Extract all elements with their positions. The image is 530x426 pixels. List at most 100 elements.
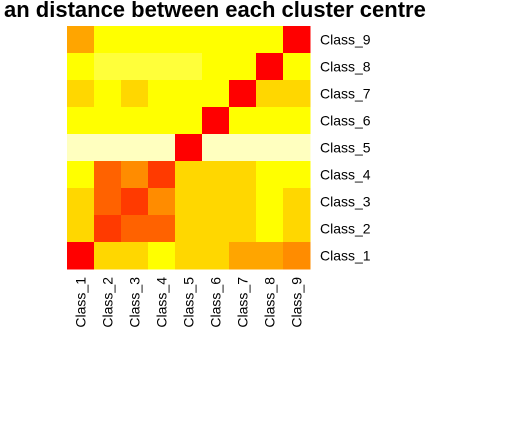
heatmap-cell-Class_2-Class_6 xyxy=(202,215,230,243)
column-label-Class_3: Class_3 xyxy=(127,277,143,328)
heatmap-cell-Class_3-Class_3 xyxy=(121,188,149,216)
heatmap-cell-Class_7-Class_3 xyxy=(121,80,149,108)
heatmap-cell-Class_8-Class_2 xyxy=(94,53,122,81)
heatmap-cell-Class_8-Class_8 xyxy=(256,53,284,81)
heatmap-cell-Class_3-Class_4 xyxy=(148,188,176,216)
heatmap-cell-Class_3-Class_7 xyxy=(229,188,257,216)
heatmap-cell-Class_5-Class_9 xyxy=(283,134,311,162)
heatmap-cell-Class_5-Class_1 xyxy=(67,134,95,162)
heatmap-cell-Class_6-Class_4 xyxy=(148,107,176,135)
heatmap-cell-Class_4-Class_2 xyxy=(94,161,122,189)
heatmap-cell-Class_7-Class_7 xyxy=(229,80,257,108)
heatmap-cell-Class_4-Class_8 xyxy=(256,161,284,189)
heatmap-cell-Class_1-Class_6 xyxy=(202,242,230,270)
heatmap-cells xyxy=(67,26,311,270)
heatmap-cell-Class_1-Class_1 xyxy=(67,242,95,270)
heatmap-cell-Class_6-Class_1 xyxy=(67,107,95,135)
row-label-Class_4: Class_4 xyxy=(320,167,371,183)
heatmap-cell-Class_1-Class_5 xyxy=(175,242,203,270)
heatmap-cell-Class_8-Class_7 xyxy=(229,53,257,81)
heatmap-cell-Class_2-Class_3 xyxy=(121,215,149,243)
heatmap-cell-Class_3-Class_2 xyxy=(94,188,122,216)
row-label-Class_7: Class_7 xyxy=(320,86,371,102)
heatmap-cell-Class_9-Class_5 xyxy=(175,26,203,54)
heatmap-cell-Class_9-Class_4 xyxy=(148,26,176,54)
heatmap-cell-Class_6-Class_9 xyxy=(283,107,311,135)
row-label-Class_1: Class_1 xyxy=(320,248,371,264)
column-label-Class_8: Class_8 xyxy=(262,277,278,328)
heatmap-cell-Class_2-Class_1 xyxy=(67,215,95,243)
heatmap-cell-Class_7-Class_9 xyxy=(283,80,311,108)
row-label-Class_3: Class_3 xyxy=(320,194,371,210)
row-label-Class_5: Class_5 xyxy=(320,140,371,156)
heatmap-cell-Class_6-Class_3 xyxy=(121,107,149,135)
row-label-Class_6: Class_6 xyxy=(320,113,371,129)
column-label-Class_2: Class_2 xyxy=(100,277,116,328)
heatmap-cell-Class_1-Class_9 xyxy=(283,242,311,270)
heatmap-cell-Class_1-Class_2 xyxy=(94,242,122,270)
column-label-Class_6: Class_6 xyxy=(208,277,224,328)
heatmap-cell-Class_9-Class_2 xyxy=(94,26,122,54)
heatmap-cell-Class_3-Class_6 xyxy=(202,188,230,216)
heatmap-cell-Class_4-Class_5 xyxy=(175,161,203,189)
heatmap-cell-Class_5-Class_8 xyxy=(256,134,284,162)
heatmap-cell-Class_3-Class_5 xyxy=(175,188,203,216)
heatmap-cell-Class_8-Class_6 xyxy=(202,53,230,81)
heatmap-cell-Class_7-Class_8 xyxy=(256,80,284,108)
heatmap-cell-Class_7-Class_1 xyxy=(67,80,95,108)
heatmap-cell-Class_9-Class_9 xyxy=(283,26,311,54)
heatmap-cell-Class_2-Class_5 xyxy=(175,215,203,243)
heatmap-cell-Class_8-Class_3 xyxy=(121,53,149,81)
heatmap-cell-Class_4-Class_1 xyxy=(67,161,95,189)
column-label-Class_1: Class_1 xyxy=(73,277,89,328)
row-labels: Class_9 Class_8 Class_7 Class_6 Class_5 Class… xyxy=(320,32,371,264)
heatmap-cell-Class_6-Class_8 xyxy=(256,107,284,135)
heatmap-cell-Class_9-Class_6 xyxy=(202,26,230,54)
heatmap-cell-Class_7-Class_6 xyxy=(202,80,230,108)
heatmap-cell-Class_9-Class_1 xyxy=(67,26,95,54)
heatmap-cell-Class_5-Class_3 xyxy=(121,134,149,162)
column-label-Class_9: Class_9 xyxy=(289,277,305,328)
heatmap-cell-Class_8-Class_5 xyxy=(175,53,203,81)
heatmap-cell-Class_9-Class_7 xyxy=(229,26,257,54)
heatmap-cell-Class_5-Class_7 xyxy=(229,134,257,162)
heatmap-cell-Class_4-Class_3 xyxy=(121,161,149,189)
heatmap-cell-Class_3-Class_9 xyxy=(283,188,311,216)
heatmap-cell-Class_1-Class_4 xyxy=(148,242,176,270)
heatmap-cell-Class_6-Class_2 xyxy=(94,107,122,135)
heatmap-cell-Class_8-Class_1 xyxy=(67,53,95,81)
heatmap-cell-Class_7-Class_5 xyxy=(175,80,203,108)
heatmap-cell-Class_2-Class_8 xyxy=(256,215,284,243)
heatmap-cell-Class_9-Class_3 xyxy=(121,26,149,54)
heatmap-cell-Class_5-Class_4 xyxy=(148,134,176,162)
heatmap-cell-Class_2-Class_9 xyxy=(283,215,311,243)
heatmap-cell-Class_7-Class_4 xyxy=(148,80,176,108)
chart-title: an distance between each cluster centre xyxy=(4,0,426,22)
heatmap-cell-Class_2-Class_7 xyxy=(229,215,257,243)
heatmap-cell-Class_4-Class_6 xyxy=(202,161,230,189)
heatmap-cell-Class_6-Class_6 xyxy=(202,107,230,135)
heatmap-cell-Class_2-Class_4 xyxy=(148,215,176,243)
heatmap-cell-Class_1-Class_8 xyxy=(256,242,284,270)
heatmap-cell-Class_3-Class_1 xyxy=(67,188,95,216)
heatmap-cell-Class_2-Class_2 xyxy=(94,215,122,243)
heatmap-cell-Class_3-Class_8 xyxy=(256,188,284,216)
heatmap-cell-Class_5-Class_6 xyxy=(202,134,230,162)
heatmap-cell-Class_5-Class_5 xyxy=(175,134,203,162)
heatmap-cell-Class_4-Class_4 xyxy=(148,161,176,189)
column-labels: Class_1 Class_2 Class_3 Class_4 Class_5 Class… xyxy=(73,277,305,328)
heatmap-cell-Class_7-Class_2 xyxy=(94,80,122,108)
heatmap-cell-Class_6-Class_5 xyxy=(175,107,203,135)
column-label-Class_5: Class_5 xyxy=(181,277,197,328)
heatmap-cell-Class_1-Class_7 xyxy=(229,242,257,270)
heatmap-cell-Class_8-Class_4 xyxy=(148,53,176,81)
heatmap-cell-Class_1-Class_3 xyxy=(121,242,149,270)
column-label-Class_7: Class_7 xyxy=(235,277,251,328)
heatmap-cell-Class_6-Class_7 xyxy=(229,107,257,135)
heatmap-cell-Class_4-Class_9 xyxy=(283,161,311,189)
heatmap-cell-Class_9-Class_8 xyxy=(256,26,284,54)
row-label-Class_9: Class_9 xyxy=(320,32,371,48)
row-label-Class_8: Class_8 xyxy=(320,59,371,75)
column-label-Class_4: Class_4 xyxy=(154,277,170,328)
